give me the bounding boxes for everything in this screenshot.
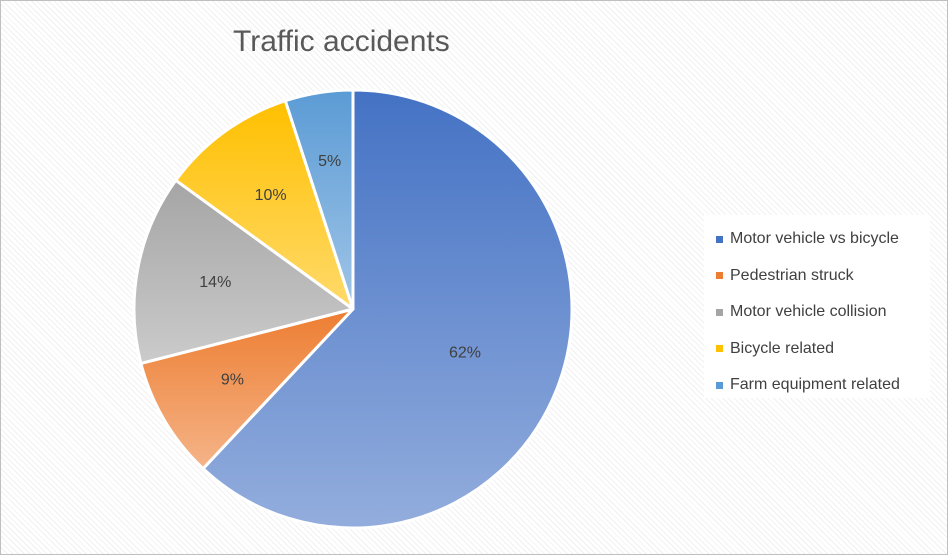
legend-item-bicycle-related: Bicycle related (716, 331, 930, 368)
pie-slice-bicycle-related (174, 99, 355, 311)
legend-item-pedestrian-struck: Pedestrian struck (716, 258, 930, 295)
chart-title: Traffic accidents (233, 25, 450, 58)
legend-swatch (716, 272, 723, 280)
chart-legend: Motor vehicle vs bicycle Pedestrian struc… (704, 215, 930, 398)
legend-label: Motor vehicle vs bicycle (730, 230, 899, 248)
legend-item-motor-vehicle-collision: Motor vehicle collision (716, 294, 930, 331)
legend-label: Motor vehicle collision (730, 303, 887, 321)
data-label-motor-vehicle-vs-bicycle: 62% (449, 345, 481, 362)
data-label-pedestrian-struck: 9% (221, 372, 244, 389)
legend-swatch (716, 308, 723, 316)
legend-item-farm-equipment-related: Farm equipment related (716, 367, 930, 404)
legend-label: Bicycle related (730, 339, 835, 357)
data-label-motor-vehicle-collision: 14% (199, 274, 231, 291)
pie-slice-motor-vehicle-vs-bicycle (201, 88, 574, 530)
pie-slice-motor-vehicle-collision (132, 178, 355, 365)
pie-slice-farm-equipment-related (283, 88, 355, 311)
data-label-bicycle-related: 10% (255, 187, 287, 204)
legend-item-motor-vehicle-vs-bicycle: Motor vehicle vs bicycle (716, 221, 930, 258)
pie-slice-pedestrian-struck (139, 307, 355, 471)
data-label-farm-equipment-related: 5% (318, 153, 341, 170)
legend-swatch (716, 235, 723, 243)
legend-label: Pedestrian struck (730, 266, 854, 284)
legend-label: Farm equipment related (730, 376, 900, 394)
legend-swatch (716, 381, 723, 389)
legend-swatch (716, 345, 723, 353)
